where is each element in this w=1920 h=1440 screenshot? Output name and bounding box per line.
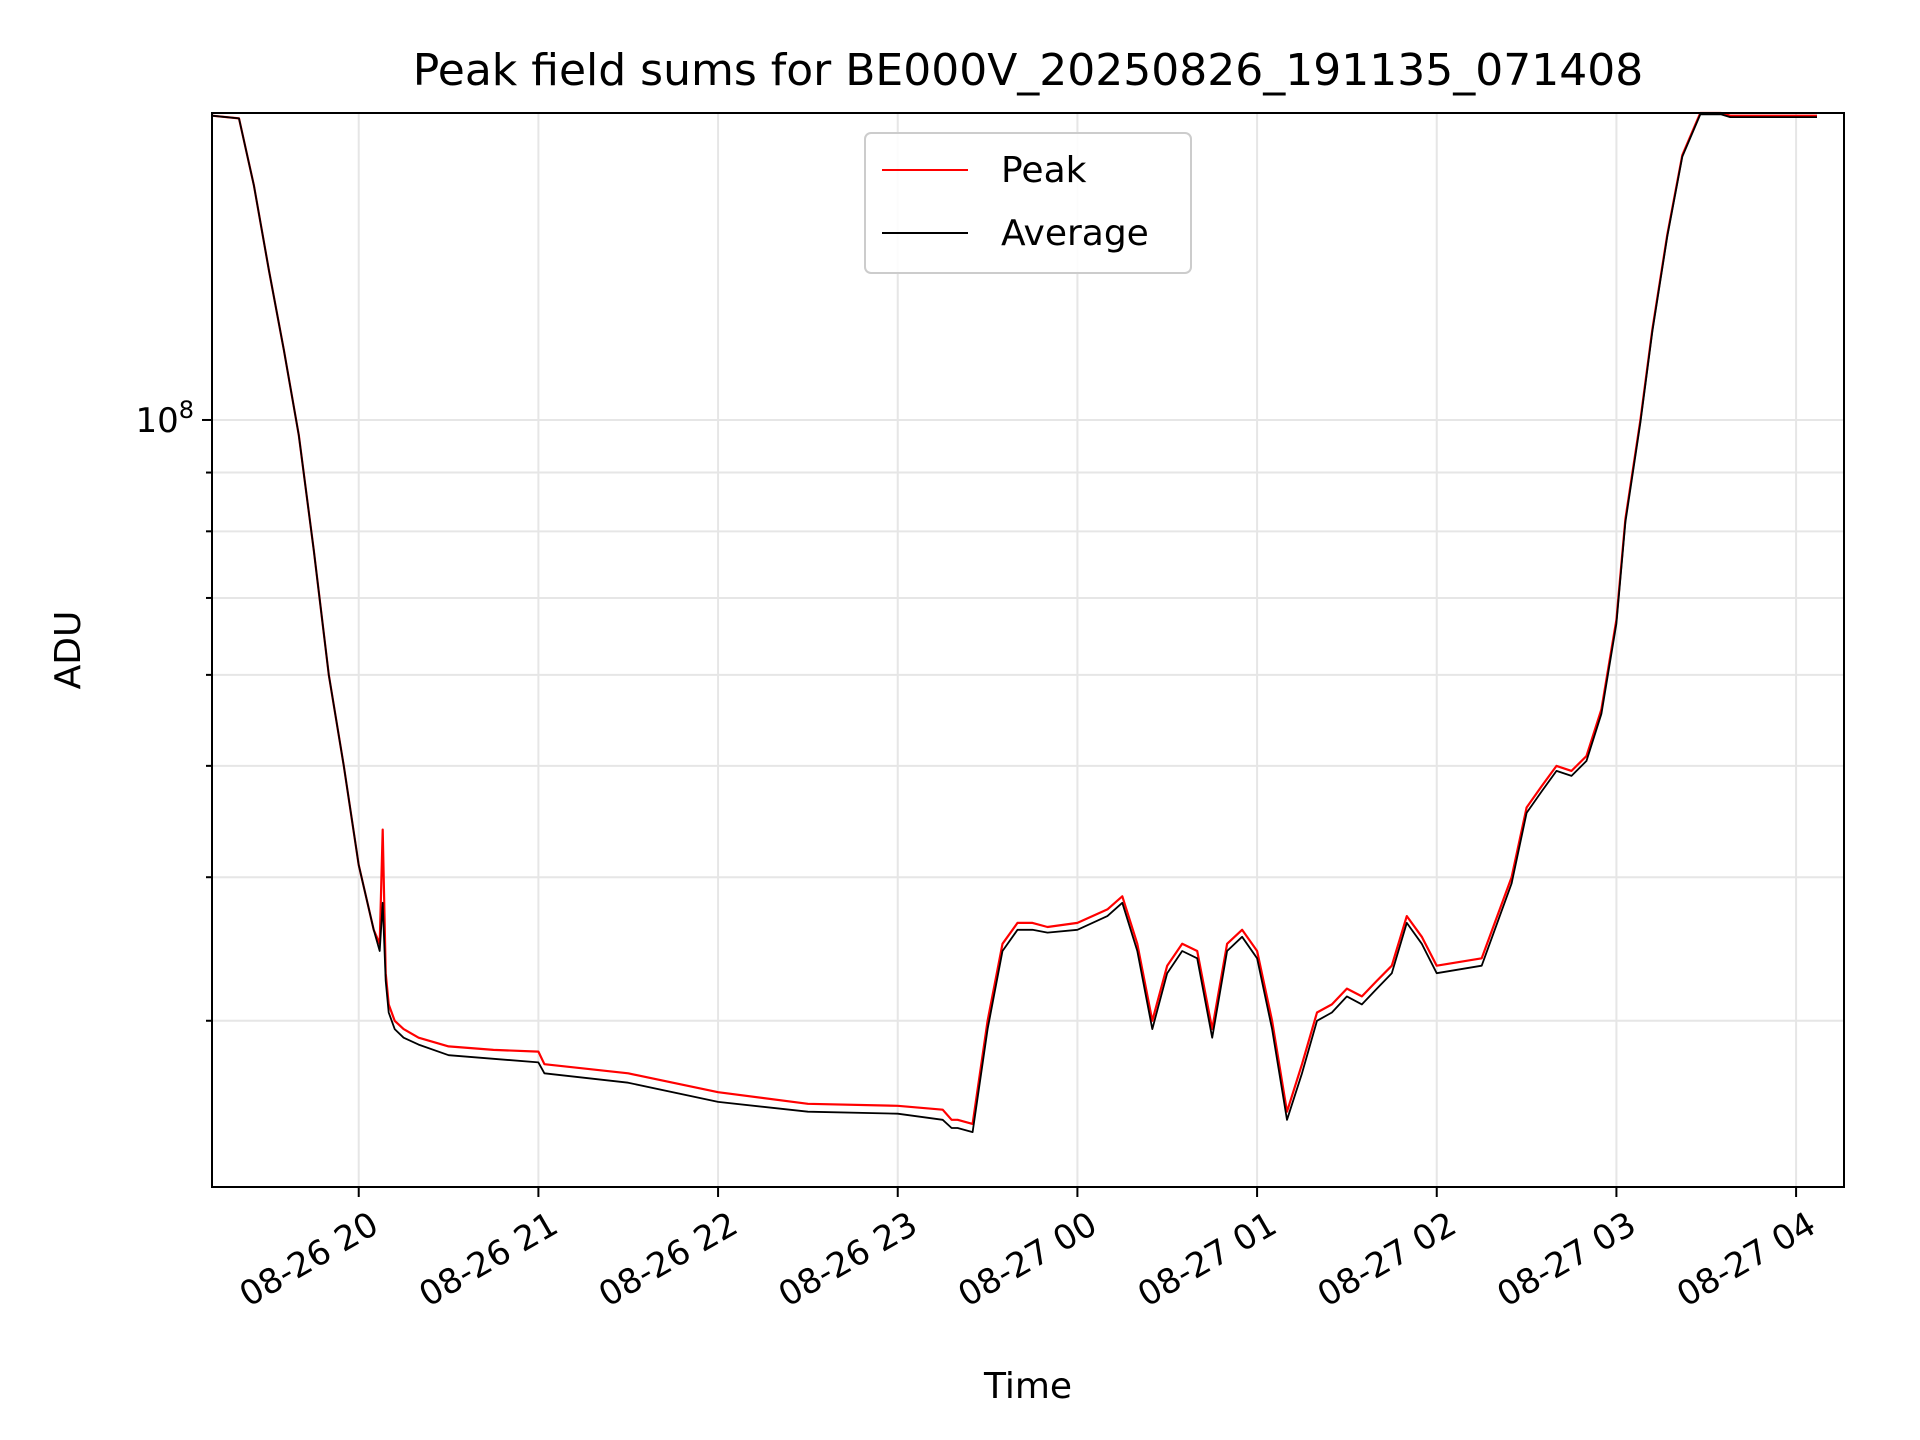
series-lines (211, 111, 1817, 1133)
x-axis-label: Time (983, 1366, 1072, 1407)
legend-box (864, 132, 1192, 274)
legend: Peak Average (864, 132, 1192, 274)
chart-title: Peak field sums for BE000V_20250826_1911… (413, 45, 1643, 96)
y-axis-label: ADU (48, 611, 89, 690)
plot-area-frame (211, 112, 1845, 1188)
legend-label-peak: Peak (1001, 150, 1087, 191)
grid (212, 113, 1844, 1187)
series-line-average (211, 113, 1817, 1133)
legend-label-average: Average (1001, 213, 1149, 254)
